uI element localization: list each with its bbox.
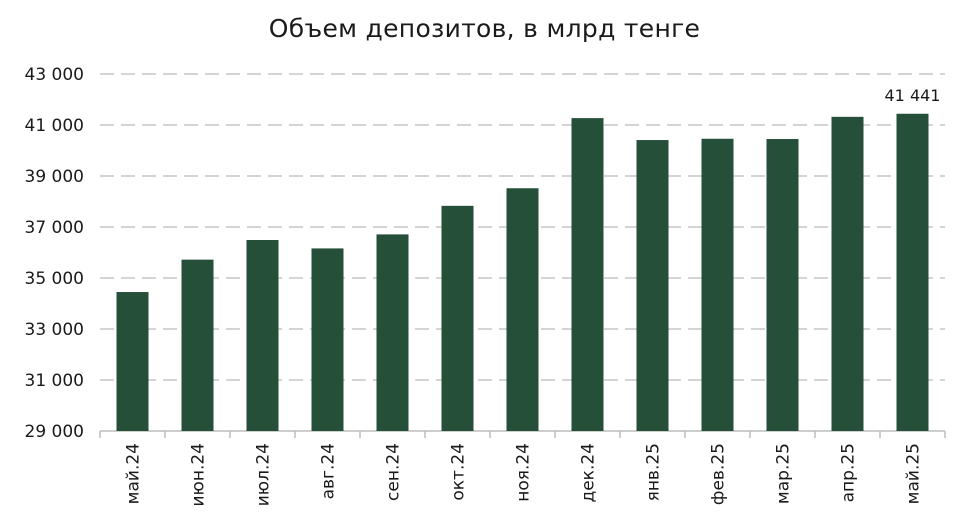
x-tick-label: май.24 [124, 443, 144, 504]
y-tick-label: 37 000 [25, 218, 84, 238]
y-tick-label: 41 000 [25, 116, 84, 136]
x-tick-label: авг.24 [319, 443, 339, 499]
x-tick-label: апр.25 [839, 443, 859, 502]
bars [116, 113, 929, 432]
y-tick-label: 29 000 [25, 422, 84, 442]
y-tick-label: 43 000 [25, 65, 84, 85]
bar [571, 118, 604, 432]
y-tick-label: 35 000 [25, 269, 84, 289]
data-label: 41 441 [885, 86, 941, 105]
x-tick-label: май.25 [904, 443, 924, 504]
x-tick-label: дек.24 [579, 443, 599, 503]
x-tick-label: ноя.24 [514, 443, 534, 502]
x-tick-label: мар.25 [774, 443, 794, 504]
bar [376, 234, 409, 431]
bar [701, 138, 734, 431]
x-tick-label: сен.24 [384, 443, 404, 501]
bar [441, 205, 474, 431]
x-tick-label: июн.24 [189, 443, 209, 507]
bar [181, 259, 214, 431]
bar [636, 140, 669, 432]
bar [506, 188, 539, 431]
bar [246, 240, 279, 431]
y-tick-label: 33 000 [25, 320, 84, 340]
x-tick-label: янв.25 [644, 443, 664, 501]
bar [311, 248, 344, 431]
bar [116, 292, 149, 431]
bar [766, 139, 799, 431]
y-tick-label: 31 000 [25, 371, 84, 391]
labels: 29 000 31 000 33 000 35 000 37 000 39 000 41 0… [25, 65, 941, 507]
x-tick-label: фев.25 [709, 443, 729, 505]
x-tick-label: окт.24 [449, 443, 469, 501]
chart-title: Объем депозитов, в млрд тенге [268, 14, 701, 43]
axes [99, 430, 946, 438]
y-tick-label: 39 000 [25, 167, 84, 187]
bar [896, 113, 929, 431]
x-tick-label: июл.24 [254, 443, 274, 506]
bar [831, 116, 864, 431]
